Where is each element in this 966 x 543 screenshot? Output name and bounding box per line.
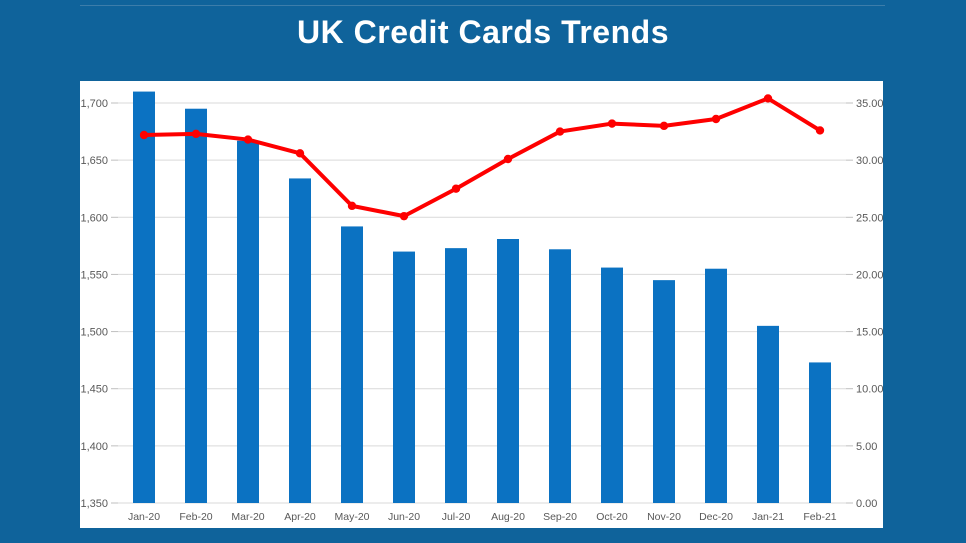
x-axis-label: Jun-20 [388, 511, 420, 523]
trend-point-mar-20 [243, 135, 253, 144]
trend-point-aug-20 [503, 154, 513, 164]
bar-jun-20 [393, 251, 415, 503]
bar-jan-20 [133, 91, 155, 504]
bar-may-20 [341, 226, 363, 503]
right-axis-label: 25.00 [856, 212, 883, 224]
bar-aug-20 [497, 239, 519, 503]
trend-point-jun-20 [399, 211, 409, 221]
x-axis-label: Mar-20 [231, 511, 264, 523]
right-axis-label: 10.00 [856, 384, 883, 396]
trend-point-may-20 [347, 201, 357, 211]
trend-point-feb-20 [191, 129, 201, 139]
trend-point-jul-20 [451, 184, 461, 193]
trend-point-apr-20 [295, 149, 305, 158]
bar-mar-20 [237, 140, 259, 503]
right-axis-label: 35.00 [856, 98, 883, 110]
x-axis-label: May-20 [334, 511, 369, 523]
trend-point-dec-20 [711, 114, 721, 124]
left-axis-label: 1,350 [80, 498, 108, 510]
left-axis-label: 1,500 [80, 327, 108, 339]
x-axis-label: Apr-20 [284, 511, 316, 523]
left-axis-label: 1,700 [80, 98, 108, 110]
x-axis-label: Jan-21 [752, 511, 784, 523]
x-axis-label: Dec-20 [699, 511, 733, 523]
left-axis-label: 1,550 [80, 269, 108, 281]
page-title: UK Credit Cards Trends [297, 14, 669, 50]
trend-point-nov-20 [659, 121, 669, 131]
trend-point-feb-21 [815, 126, 825, 135]
trend-point-jan-21 [763, 94, 773, 103]
left-axis-label: 1,400 [80, 441, 108, 453]
bar-feb-21 [809, 362, 831, 503]
x-axis-label: Oct-20 [596, 511, 628, 523]
header-divider [80, 5, 885, 6]
bar-dec-20 [705, 268, 727, 503]
left-axis-label: 1,650 [80, 155, 108, 167]
x-axis-label: Jan-20 [128, 511, 160, 523]
x-axis-label: Feb-21 [803, 511, 836, 523]
bar-oct-20 [601, 267, 623, 503]
bar-nov-20 [653, 280, 675, 503]
bar-jul-20 [445, 248, 467, 503]
x-axis-label: Jul-20 [442, 511, 471, 523]
left-axis-label: 1,450 [80, 384, 108, 396]
trend-point-jan-20 [139, 130, 149, 140]
bar-jan-21 [757, 325, 779, 503]
trend-line [142, 96, 822, 219]
bar-apr-20 [289, 178, 311, 503]
chart-card: 1,350 0.00 1,400 5.00 1,450 10.00 1,500 15.00 1,… [80, 81, 884, 528]
x-axis-label: Sep-20 [543, 511, 577, 523]
left-axis-label: 1,600 [80, 212, 108, 224]
combo-chart: 1,350 0.00 1,400 5.00 1,450 10.00 1,500 15.00 1,… [80, 91, 884, 523]
x-axis-label: Feb-20 [179, 511, 212, 523]
right-axis-label: 0.00 [856, 498, 877, 510]
x-axis-label: Nov-20 [647, 511, 681, 523]
x-axis-label: Aug-20 [491, 511, 525, 523]
right-axis-label: 15.00 [856, 327, 883, 339]
trend-point-sep-20 [555, 127, 565, 136]
trend-point-oct-20 [607, 119, 617, 128]
bar-feb-20 [185, 108, 207, 503]
bar-sep-20 [549, 249, 571, 503]
right-axis-label: 5.00 [856, 441, 877, 453]
right-axis-label: 30.00 [856, 155, 883, 167]
right-axis-label: 20.00 [856, 269, 883, 281]
